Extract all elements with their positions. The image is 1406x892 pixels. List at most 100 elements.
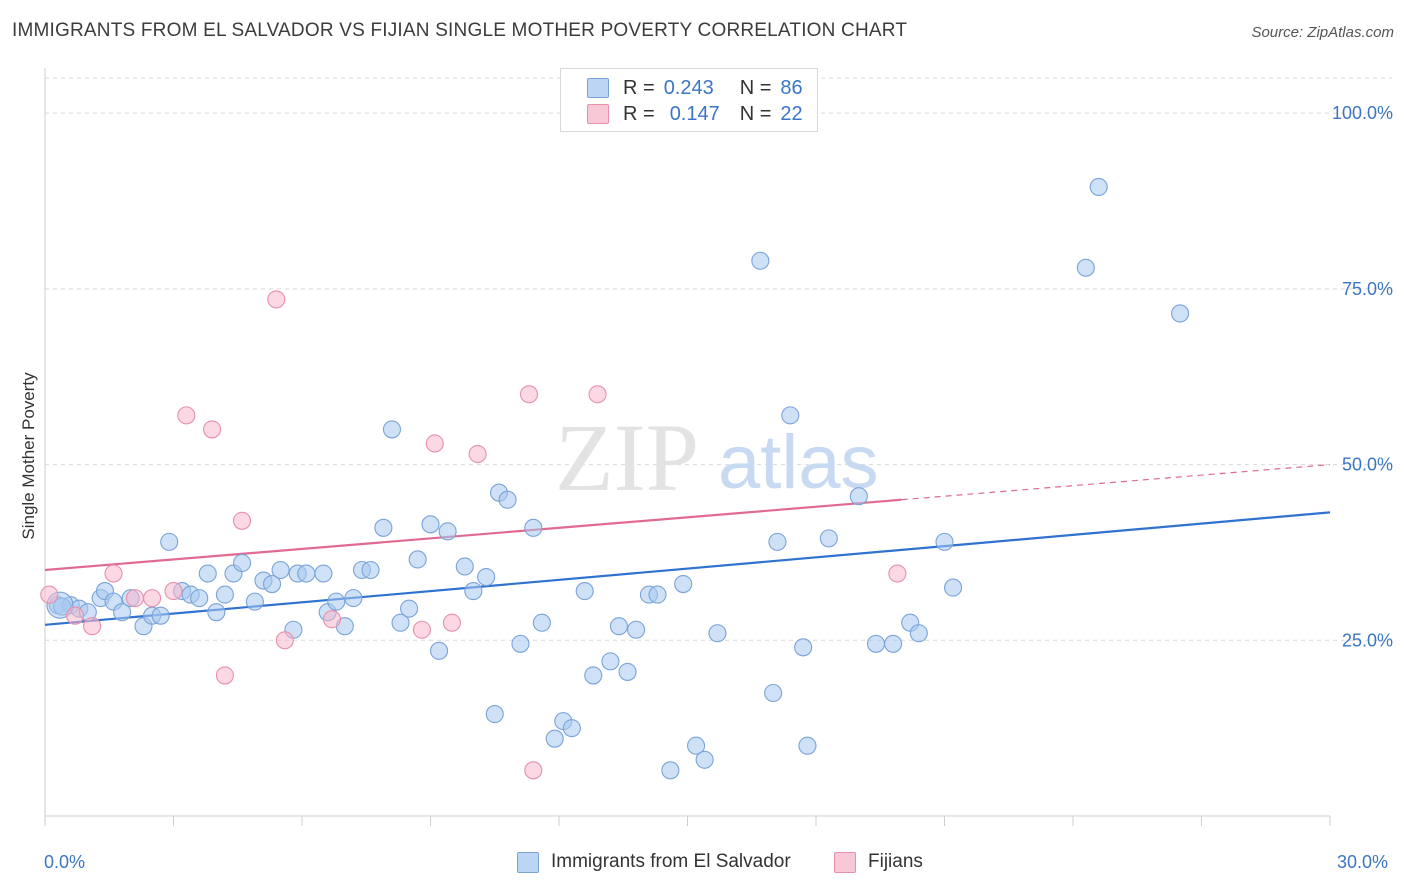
- data-point-el-salvador: [819, 529, 838, 548]
- data-point-el-salvador: [151, 606, 170, 625]
- data-point-fijians: [40, 585, 59, 604]
- data-point-el-salvador: [884, 634, 903, 653]
- data-point-el-salvador: [627, 620, 646, 639]
- data-point-el-salvador: [464, 582, 483, 601]
- data-point-el-salvador: [477, 567, 496, 587]
- y-axis-label: Single Mother Poverty: [19, 372, 38, 540]
- data-point-el-salvador: [498, 490, 517, 509]
- data-point-el-salvador: [198, 564, 217, 583]
- data-point-el-salvador: [648, 585, 667, 604]
- watermark: ZIP atlas: [555, 404, 879, 511]
- data-point-el-salvador: [374, 518, 393, 537]
- data-point-el-salvador: [361, 560, 380, 580]
- data-point-fijians: [104, 564, 123, 583]
- data-point-fijians: [468, 444, 487, 464]
- legend-row-series1: R = 0.243 N = 86: [587, 75, 803, 101]
- data-point-el-salvador: [1171, 304, 1190, 323]
- data-point-fijians: [215, 666, 234, 685]
- bottom-legend-series1: Immigrants from El Salvador: [517, 851, 791, 873]
- data-point-fijians: [177, 406, 196, 425]
- data-point-el-salvador: [751, 251, 770, 270]
- bottom-legend-series2: Fijians: [834, 851, 923, 873]
- data-point-el-salvador: [262, 575, 282, 594]
- data-point-el-salvador: [421, 515, 440, 534]
- data-point-el-salvador: [687, 736, 706, 755]
- data-point-fijians: [83, 617, 102, 636]
- data-point-el-salvador: [314, 564, 333, 583]
- tick-labels-layer: 25.0% 50.0% 75.0% 100.0%: [1332, 103, 1393, 650]
- data-point-el-salvador: [1076, 258, 1095, 277]
- data-point-el-salvador: [511, 634, 530, 653]
- data-point-el-salvador: [794, 638, 813, 657]
- data-point-el-salvador: [271, 560, 290, 580]
- legend-r-label: R =: [623, 76, 655, 99]
- data-point-el-salvador: [609, 617, 629, 636]
- legend-box: R = 0.243 N = 86 R = 0.147 N = 22: [560, 68, 818, 132]
- legend-n-value: 22: [780, 102, 803, 125]
- data-point-el-salvador: [391, 613, 410, 632]
- legend-n-label: N =: [739, 76, 772, 99]
- data-point-el-salvador: [545, 729, 564, 748]
- data-point-el-salvador: [455, 557, 474, 576]
- y-tick-label: 25.0%: [1342, 630, 1393, 650]
- data-point-fijians: [267, 290, 286, 309]
- data-point-el-salvador: [190, 589, 209, 608]
- legend-swatch-blue: [587, 78, 609, 98]
- data-point-el-salvador: [944, 578, 963, 597]
- data-point-fijians: [519, 385, 539, 404]
- data-point-el-salvador: [562, 719, 581, 738]
- data-point-fijians: [425, 434, 444, 453]
- legend-n-value: 86: [780, 76, 803, 99]
- legend-r-value: 0.147: [669, 102, 720, 125]
- data-point-fijians: [412, 620, 431, 639]
- data-point-el-salvador: [768, 532, 787, 551]
- data-point-el-salvador: [438, 522, 457, 541]
- source-credit: Source: ZipAtlas.com: [1251, 24, 1394, 41]
- data-point-el-salvador: [781, 406, 800, 425]
- legend-swatch-pink: [587, 104, 609, 124]
- data-point-el-salvador: [764, 683, 783, 703]
- data-point-el-salvador: [245, 592, 264, 611]
- data-point-el-salvador: [575, 582, 594, 601]
- data-point-el-salvador: [708, 624, 727, 643]
- data-point-el-salvador: [798, 736, 817, 755]
- x-axis-min-label: 0.0%: [44, 852, 86, 872]
- data-point-fijians: [164, 582, 183, 601]
- data-point-el-salvador: [207, 603, 226, 622]
- data-point-el-salvador: [532, 613, 551, 632]
- trend-line-fijians: [44, 498, 902, 572]
- data-point-fijians: [588, 385, 607, 404]
- data-point-fijians: [524, 761, 543, 780]
- data-point-fijians: [203, 420, 222, 439]
- data-point-fijians: [888, 564, 907, 583]
- data-point-el-salvador: [674, 575, 693, 594]
- data-point-el-salvador: [232, 553, 252, 573]
- data-point-el-salvador: [160, 532, 179, 551]
- axes-layer: [44, 68, 1331, 826]
- points-layer: [40, 177, 1190, 780]
- data-point-el-salvador: [849, 487, 868, 506]
- data-point-el-salvador: [297, 564, 316, 583]
- data-point-el-salvador: [215, 585, 234, 604]
- legend-r-label: R =: [623, 102, 655, 125]
- data-point-el-salvador: [400, 599, 419, 618]
- data-point-el-salvador: [344, 589, 363, 608]
- data-point-fijians: [125, 589, 144, 608]
- data-point-fijians: [232, 511, 252, 530]
- data-point-el-salvador: [524, 518, 543, 537]
- data-point-el-salvador: [113, 603, 132, 622]
- bottom-legend-swatch-pink: [834, 851, 856, 873]
- data-point-el-salvador: [408, 550, 427, 569]
- legend-r-value: 0.243: [663, 76, 714, 99]
- data-point-fijians: [143, 589, 162, 608]
- data-point-el-salvador: [601, 652, 620, 671]
- data-point-el-salvador: [327, 592, 346, 611]
- bottom-legend: Immigrants from El Salvador Fijians: [0, 851, 1406, 877]
- data-point-fijians: [65, 606, 85, 625]
- legend-n-label: N =: [739, 102, 772, 125]
- watermark-zip: ZIP: [555, 404, 699, 511]
- bottom-legend-label: Immigrants from El Salvador: [551, 851, 791, 872]
- data-point-el-salvador: [695, 750, 714, 769]
- data-point-el-salvador: [382, 420, 402, 439]
